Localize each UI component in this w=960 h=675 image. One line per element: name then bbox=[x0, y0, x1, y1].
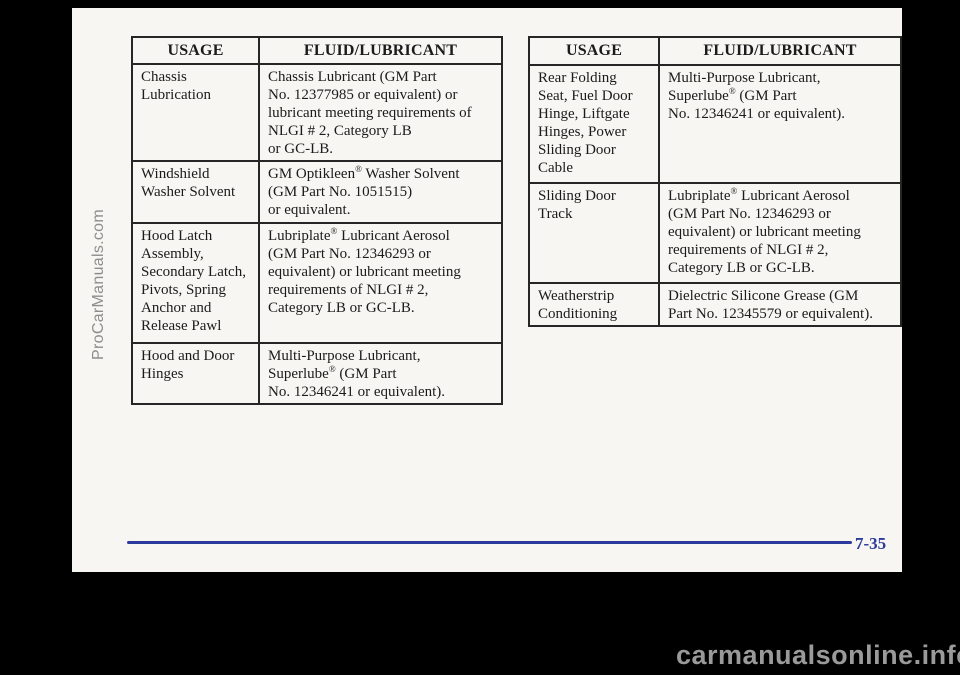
fluid-cell: Lubriplate® Lubricant Aerosol (GM Part N… bbox=[258, 222, 503, 344]
table-row: Hood Latch Assembly, Secondary Latch, Pi… bbox=[131, 222, 503, 344]
footer-rule bbox=[127, 541, 852, 544]
watermark-procarmanuals: ProCarManuals.com bbox=[90, 209, 107, 360]
fluid-cell: Dielectric Silicone Grease (GM Part No. … bbox=[658, 282, 902, 327]
fluid-column-header: FLUID/LUBRICANT bbox=[658, 36, 902, 66]
usage-cell: Weatherstrip Conditioning bbox=[528, 282, 660, 327]
fluid-column-header: FLUID/LUBRICANT bbox=[258, 36, 503, 65]
fluid-cell: GM Optikleen® Washer Solvent (GM Part No… bbox=[258, 160, 503, 224]
usage-cell: Rear Folding Seat, Fuel Door Hinge, Lift… bbox=[528, 64, 660, 184]
table-header-row: USAGE FLUID/LUBRICANT bbox=[131, 36, 503, 65]
fluid-cell: Chassis Lubricant (GM Part No. 12377985 … bbox=[258, 63, 503, 162]
usage-cell: Hood and Door Hinges bbox=[131, 342, 260, 405]
usage-cell: Windshield Washer Solvent bbox=[131, 160, 260, 224]
usage-cell: Hood Latch Assembly, Secondary Latch, Pi… bbox=[131, 222, 260, 344]
fluid-cell: Multi-Purpose Lubricant, Superlube® (GM … bbox=[658, 64, 902, 184]
lubricants-table-right: USAGE FLUID/LUBRICANT Rear Folding Seat,… bbox=[528, 36, 902, 327]
table-row: Rear Folding Seat, Fuel Door Hinge, Lift… bbox=[528, 64, 902, 184]
page-number: 7-35 bbox=[855, 534, 887, 553]
lubricants-table-left: USAGE FLUID/LUBRICANT Chassis Lubricatio… bbox=[131, 36, 503, 405]
table-row: Hood and Door Hinges Multi-Purpose Lubri… bbox=[131, 342, 503, 405]
usage-column-header: USAGE bbox=[528, 36, 660, 66]
table-row: Weatherstrip Conditioning Dielectric Sil… bbox=[528, 282, 902, 327]
fluid-cell: Lubriplate® Lubricant Aerosol (GM Part N… bbox=[658, 182, 902, 284]
manual-page: USAGE FLUID/LUBRICANT Chassis Lubricatio… bbox=[72, 8, 902, 572]
usage-cell: Sliding Door Track bbox=[528, 182, 660, 284]
usage-cell: Chassis Lubrication bbox=[131, 63, 260, 162]
watermark-carmanualsonline: carmanualsonline.info bbox=[676, 640, 960, 670]
usage-column-header: USAGE bbox=[131, 36, 260, 65]
table-row: Sliding Door Track Lubriplate® Lubricant… bbox=[528, 182, 902, 284]
table-row: Chassis Lubrication Chassis Lubricant (G… bbox=[131, 63, 503, 162]
table-header-row: USAGE FLUID/LUBRICANT bbox=[528, 36, 902, 66]
fluid-cell: Multi-Purpose Lubricant, Superlube® (GM … bbox=[258, 342, 503, 405]
table-row: Windshield Washer Solvent GM Optikleen® … bbox=[131, 160, 503, 224]
